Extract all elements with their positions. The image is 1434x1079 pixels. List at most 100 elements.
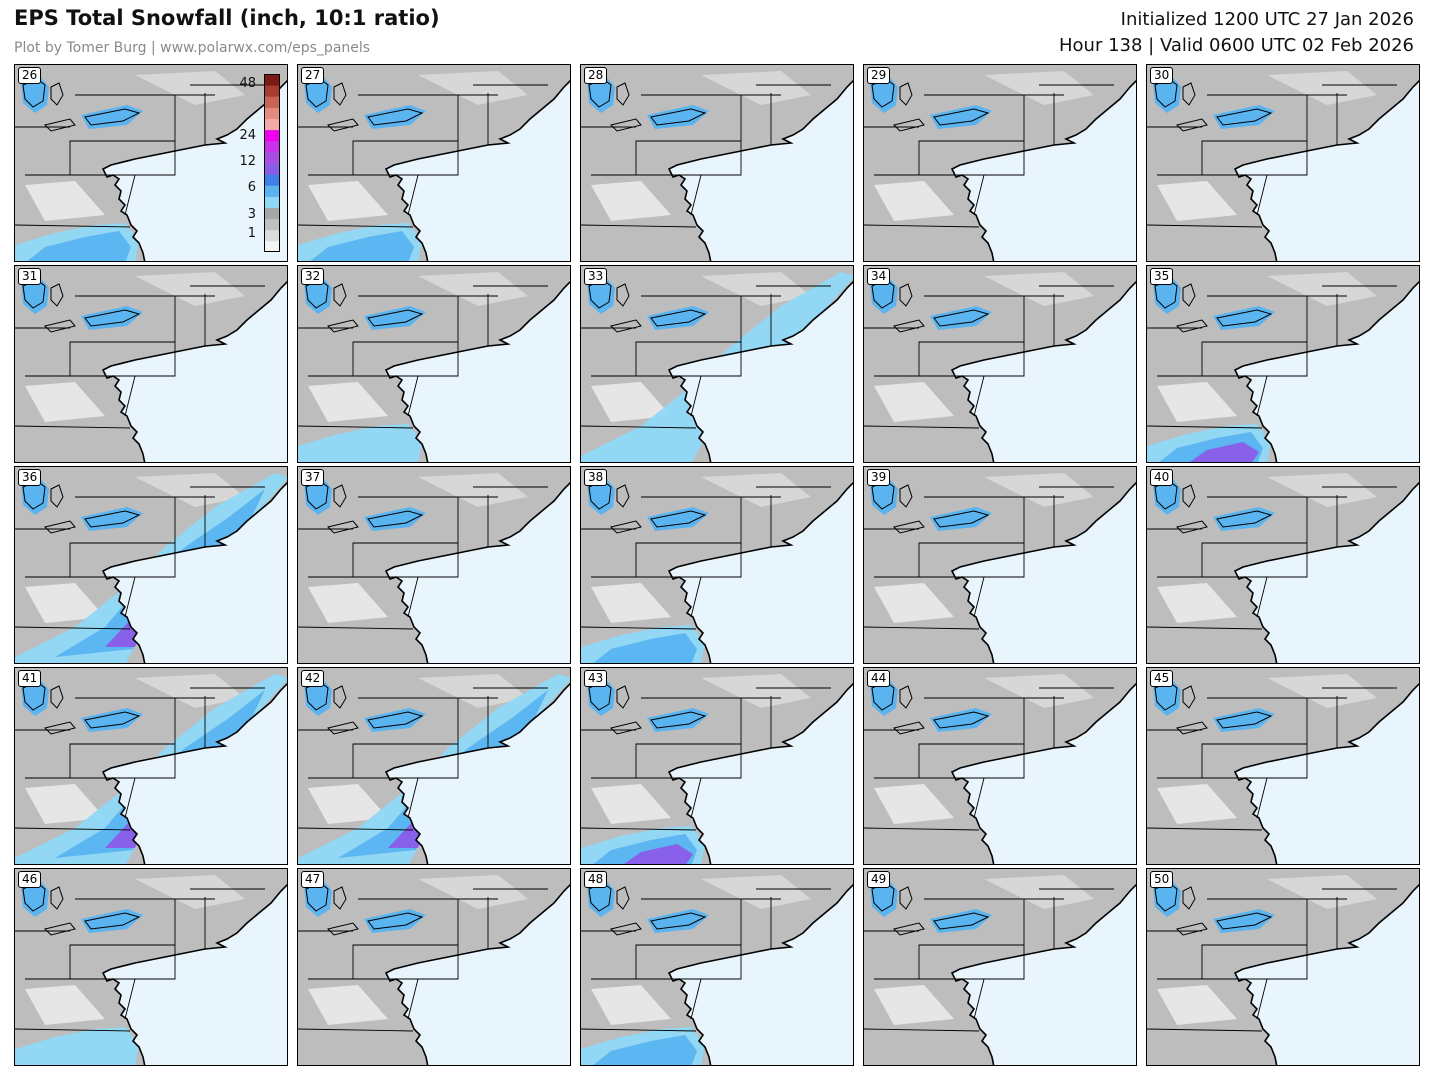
member-number: 40 [1150,469,1174,486]
coastline [667,79,853,261]
map-title: EPS Total Snowfall (inch, 10:1 ratio) [14,6,440,30]
coastline [384,280,570,462]
member-number: 35 [1150,268,1174,285]
coastline [667,481,853,663]
great-lake-outline [1176,319,1208,333]
coastal-snow-band [15,1027,139,1065]
great-lake-outline [327,319,359,333]
credit-text: Plot by Tomer Burg | www.polarwx.com/eps… [14,40,371,56]
state-border [973,174,985,216]
coastal-snow-band [27,231,131,261]
coastline [950,280,1136,462]
snowfall-map [1147,869,1419,1065]
great-lake-outline [44,319,76,333]
state-border [864,827,980,831]
state-border [352,341,459,377]
light-snow-shading [701,875,811,909]
state-border [407,576,419,618]
member-panel: 44 [863,667,1137,865]
state-border [15,827,131,831]
member-number: 37 [301,469,325,486]
great-lake-outline [1182,886,1196,910]
state-border [864,425,980,429]
lake-effect-snow [21,879,143,933]
snowfall-map [298,65,570,261]
lake-effect-snow [587,276,709,330]
great-lake-outline [84,510,141,528]
light-snow-shading [135,272,245,306]
state-border [1256,174,1268,216]
state-border [1201,743,1308,779]
state-border [124,174,136,216]
state-border [918,341,1025,377]
great-lake-outline [610,118,642,132]
light-snow-shading [1157,181,1237,221]
coastline [667,280,853,462]
great-lake-outline [893,721,925,735]
great-lake-outline [367,108,424,126]
member-number: 30 [1150,67,1174,84]
snowfall-map [864,467,1136,663]
state-border [407,978,419,1020]
lake-effect-snow [587,477,709,531]
state-border [298,224,414,228]
light-snow-shading [1267,875,1377,909]
lake-effect-snow [1153,276,1275,330]
lake-effect-snow [21,477,143,531]
lake-effect-snow [304,678,426,732]
state-border [1256,576,1268,618]
state-border [973,576,985,618]
light-snow-shading [418,674,528,708]
great-lake-outline [650,108,707,126]
member-panel: 41 [14,667,288,865]
state-border [690,174,702,216]
great-lake-outline [610,319,642,333]
member-panel: 31 [14,265,288,463]
member-panel: 28 [580,64,854,262]
state-border [581,1028,697,1032]
coastline [950,682,1136,864]
state-border [298,1028,414,1032]
state-border [298,626,414,630]
great-lake-outline [84,711,141,729]
member-number: 49 [867,871,891,888]
panel-grid: 26 27 28 29 30 31 32 33 34 35 36 37 38 39 40 41 42 43 44 45… [14,64,1422,1066]
great-lake-outline [616,685,630,709]
coastline [1233,79,1419,261]
state-border [690,375,702,417]
light-snow-shading [25,181,105,221]
member-panel: 39 [863,466,1137,664]
light-snow-shading [135,71,245,105]
member-panel: 45 [1146,667,1420,865]
snowfall-colorbar [264,74,280,253]
colorbar-label: 12 [239,154,256,169]
great-lake-outline [616,82,630,106]
great-lake-outline [1182,685,1196,709]
state-border [407,174,419,216]
member-number: 48 [584,871,608,888]
member-number: 39 [867,469,891,486]
state-border [1201,944,1308,980]
great-lake-outline [44,520,76,534]
member-panel: 29 [863,64,1137,262]
snowfall-map [15,467,287,663]
light-snow-shading [1267,674,1377,708]
state-border [864,1028,980,1032]
great-lake-outline [327,118,359,132]
great-lake-outline [893,118,925,132]
great-lake-outline [899,82,913,106]
great-lake-outline [610,520,642,534]
member-number: 28 [584,67,608,84]
colorbar-swatch [264,140,280,153]
great-lake-outline [44,118,76,132]
great-lake-outline [333,283,347,307]
member-panel: 35 [1146,265,1420,463]
great-lake-outline [933,108,990,126]
great-lake-outline [933,510,990,528]
state-border [690,777,702,819]
lake-effect-snow [304,276,426,330]
member-panel: 48 [580,868,854,1066]
light-snow-shading [701,71,811,105]
member-number: 50 [1150,871,1174,888]
lake-effect-snow [21,75,143,129]
